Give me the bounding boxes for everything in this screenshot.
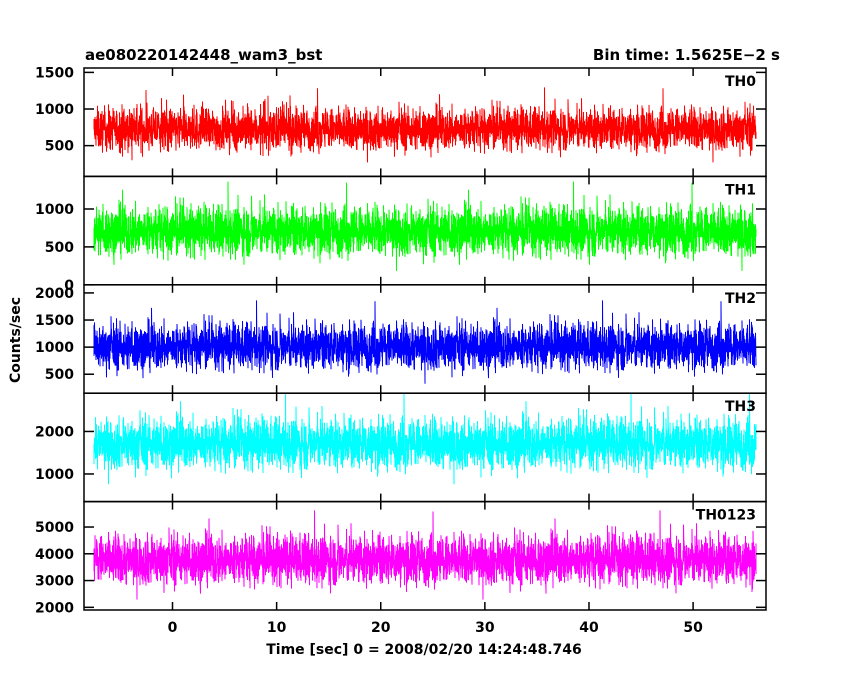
y-tick-label: 2000 <box>35 286 74 302</box>
panel-th1: 0 500 1000 TH1 <box>35 175 767 294</box>
y-tick-label: 1500 <box>35 313 74 329</box>
y-axis-label: Counts/sec <box>8 297 24 383</box>
panel-label: TH3 <box>725 399 756 415</box>
y-tick-label: 3000 <box>35 574 74 590</box>
panel-th3: 1000 2000 TH3 <box>35 392 767 503</box>
x-tick-label: 20 <box>371 620 391 636</box>
series-th2 <box>93 300 757 384</box>
x-axis: 0 10 20 30 40 50 <box>168 620 703 636</box>
panel-label: TH2 <box>725 291 756 307</box>
series-th0123 <box>93 510 757 600</box>
x-tick-label: 10 <box>267 620 287 636</box>
panel-th0123: 2000 3000 4000 5000 TH0123 <box>35 500 767 616</box>
y-tick-label: 2000 <box>35 424 74 440</box>
y-tick-label: 1000 <box>35 340 74 356</box>
y-tick-label: 4000 <box>35 547 74 563</box>
y-tick-label: 1000 <box>35 467 74 483</box>
bin-time-label: Bin time: 1.5625E−2 s <box>593 46 780 64</box>
x-tick-label: 0 <box>168 620 178 636</box>
y-tick-label: 1500 <box>35 65 74 81</box>
y-tick-label: 500 <box>45 367 74 383</box>
panel-frame <box>83 500 767 611</box>
x-axis-label: Time [sec] 0 = 2008/02/20 14:24:48.746 <box>266 642 582 658</box>
series-th0 <box>93 87 757 163</box>
x-tick-label: 30 <box>475 620 495 636</box>
y-tick-label: 0 <box>64 278 74 294</box>
y-tick-label: 1000 <box>35 202 74 218</box>
panel-th0: 500 1000 1500 TH0 <box>35 65 767 178</box>
panel-th2: 500 1000 1500 2000 TH2 <box>35 284 767 394</box>
series-th1 <box>93 181 757 271</box>
panel-label: TH1 <box>725 182 756 198</box>
x-tick-label: 40 <box>579 620 599 636</box>
y-tick-label: 500 <box>45 139 74 155</box>
y-tick-label: 2000 <box>35 600 74 616</box>
panels-group: 500 1000 1500 TH0 0 500 1000 TH1 500 1000 1500 2000… <box>35 65 767 616</box>
y-tick-label: 5000 <box>35 520 74 536</box>
x-tick-label: 50 <box>683 620 703 636</box>
y-tick-label: 500 <box>45 240 74 256</box>
panel-label: TH0 <box>725 74 756 90</box>
panel-label: TH0123 <box>696 508 756 524</box>
series-th3 <box>93 393 757 485</box>
y-tick-label: 1000 <box>35 102 74 118</box>
plot-title: ae080220142448_wam3_bst <box>85 46 322 64</box>
